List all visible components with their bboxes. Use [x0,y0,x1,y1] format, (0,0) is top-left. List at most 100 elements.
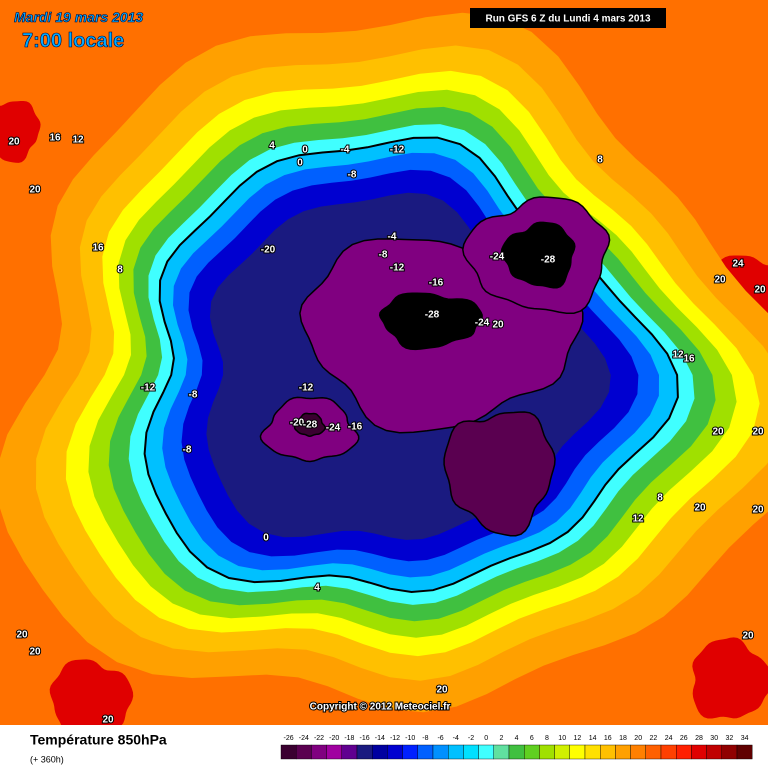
run-box [470,8,666,28]
contour-label: 0 [297,158,303,169]
contour-label: 12 [672,350,684,361]
contour-label: -8 [379,250,388,261]
legend-tick-label: 28 [695,735,703,742]
contour-label: 20 [752,505,764,516]
legend-swatch [524,744,540,760]
legend-tick-label: 32 [726,735,734,742]
contour-label: 20 [742,631,754,642]
legend-tick-label: 6 [530,735,534,742]
legend-swatch [387,744,403,760]
warm-area [692,637,768,719]
contour-label: -12 [299,383,314,394]
contour-label: -28 [541,255,556,266]
contour-label: -20 [261,245,276,256]
contour-label: 20 [29,185,41,196]
contour-label: 0 [263,533,269,544]
legend-swatch [721,744,738,760]
contour-label: 20 [492,320,504,331]
legend-swatch [615,744,631,760]
legend-tick-label: 30 [710,735,718,742]
legend-tick-label: 16 [604,735,612,742]
legend-tick-label: 12 [574,735,582,742]
contour-label: -12 [390,145,405,156]
contour-label: -24 [475,318,490,329]
legend-swatch [296,744,312,760]
contour-label: -8 [183,445,192,456]
legend-swatch [554,744,570,760]
legend-tick-label: 22 [650,735,658,742]
legend-swatch [645,744,662,760]
contour-label: 16 [683,354,695,365]
legend-tick-label: 14 [589,735,597,742]
contour-label: -4 [341,145,350,156]
contour-label: 20 [752,427,764,438]
legend-swatch [417,744,434,760]
contour-label: 4 [269,141,275,152]
legend-tick-label: -4 [453,735,459,742]
contour-label: 20 [8,137,20,148]
warm-area [0,101,41,163]
contour-label: 0 [302,145,308,156]
contour-label: -16 [429,278,444,289]
contour-label: -28 [303,420,318,431]
legend-tick-label: 2 [499,735,503,742]
cold-core [378,292,483,351]
legend-tick-label: -26 [284,735,294,742]
legend-swatch [676,744,692,760]
contour-label: 20 [16,630,28,641]
copyright: Copyright © 2012 Meteociel.fr [310,702,451,713]
contour-label: 8 [657,493,663,504]
legend-tick-label: -22 [314,735,324,742]
legend-swatch [341,744,358,760]
legend-tick-label: 10 [558,735,566,742]
legend-tick-label: -10 [405,735,415,742]
legend-swatch [660,744,677,760]
contour-label: -20 [290,418,305,429]
legend-tick-label: 20 [634,735,642,742]
footer-title: Température 850hPa [30,732,167,748]
legend-tick-label: -8 [422,735,428,742]
legend-tick-label: -12 [390,735,400,742]
legend-tick-label: 0 [484,735,488,742]
legend-swatch [691,744,707,760]
legend-tick-label: -14 [375,735,385,742]
contour-label: 20 [102,715,114,726]
legend-tick-label: 8 [545,735,549,742]
legend-swatch [508,744,525,760]
legend-tick-label: -6 [437,735,443,742]
contour-label: -4 [388,232,397,243]
contour-label: -8 [348,170,357,181]
legend-swatch [584,744,601,760]
legend-swatch [463,744,479,760]
legend-tick-label: -20 [329,735,339,742]
legend: -26 -24 -22 -20 -18 -16 -14 -12 -10 -8 -6 -4 -2 0 2 4 6 8… [280,735,753,760]
legend-tick-label: -16 [360,735,370,742]
legend-swatch [432,744,449,760]
contour-label: 20 [714,275,726,286]
contour-label: -12 [390,263,405,274]
legend-tick-label: -18 [344,735,354,742]
legend-tick-label: -24 [299,735,309,742]
legend-tick-label: 24 [665,735,673,742]
contour-label: 12 [72,135,84,146]
contour-label: 20 [712,427,724,438]
legend-swatch [736,744,753,760]
legend-tick-label: 34 [741,735,749,742]
footer-subtitle: (+ 360h) [30,754,64,764]
cold-core [443,411,556,537]
legend-swatch [539,744,555,760]
legend-swatch [280,744,297,760]
contour-label: -24 [326,423,341,434]
legend-swatch [569,744,586,760]
contour-label: 20 [436,685,448,696]
legend-swatch [311,744,327,760]
contour-label: -8 [189,390,198,401]
contour-label: 24 [732,259,744,270]
legend-swatch [600,744,616,760]
cold-core [500,221,576,289]
legend-tick-label: -2 [468,735,474,742]
contour-label: 12 [632,514,644,525]
